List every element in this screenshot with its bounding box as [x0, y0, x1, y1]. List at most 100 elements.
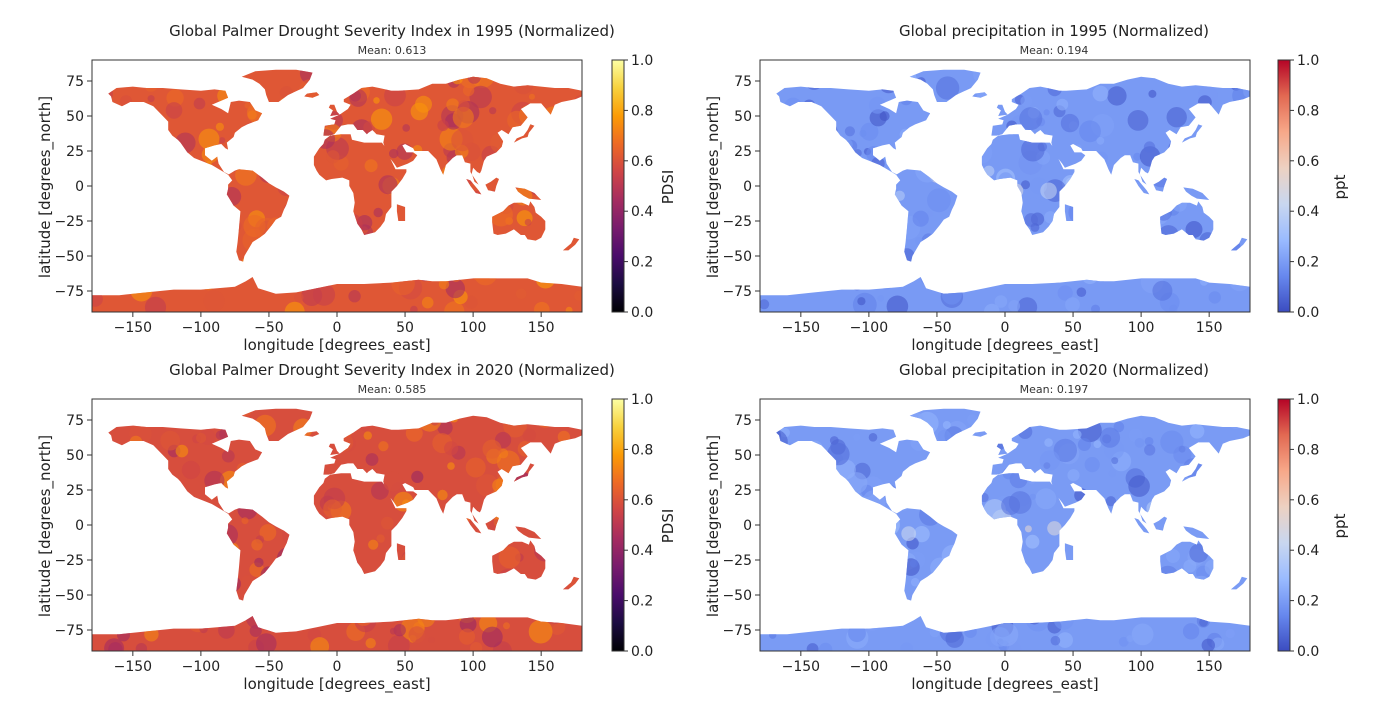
- heatmap-cell: [203, 290, 225, 312]
- chart-subtitle: Mean: 0.585: [357, 383, 427, 396]
- colorbar-tick-label: 0.6: [631, 154, 653, 170]
- heatmap-cell: [144, 296, 167, 312]
- heatmap-cell: [373, 207, 383, 218]
- heatmap-cell: [469, 85, 492, 109]
- x-tick-label: 50: [396, 659, 414, 675]
- x-tick-label: 0: [333, 320, 342, 336]
- chart-title: Global precipitation in 1995 (Normalized…: [898, 22, 1210, 40]
- colorbar-tick-label: 1.0: [1297, 53, 1319, 69]
- chart-pdsi-1995: Global Palmer Drought Severity Index in …: [0, 0, 700, 354]
- heatmap-cell: [165, 102, 183, 119]
- colorbar-tick-label: 0.4: [631, 204, 653, 220]
- chart-plot: −150 −100 −50 0 50 100 150 75 50 25 0 −25 −50 −75 1.0 0…: [722, 53, 1319, 336]
- heatmap-cell: [196, 432, 207, 444]
- heatmap-cell: [365, 453, 379, 466]
- heatmap-cell: [1072, 430, 1082, 439]
- heatmap-cell: [912, 210, 929, 227]
- chart-pdsi-2020: Global Palmer Drought Severity Index in …: [0, 339, 700, 693]
- colorbar-tick-label: 0.8: [631, 442, 653, 458]
- heatmap-cell: [370, 108, 393, 130]
- x-tick-label: 100: [1128, 320, 1155, 336]
- heatmap-cell: [1047, 521, 1062, 536]
- heatmap-cell: [160, 430, 181, 451]
- heatmap-cell: [869, 109, 887, 127]
- heatmap-cell: [848, 624, 866, 643]
- y-axis-label: latitude [degrees_north]: [36, 95, 54, 279]
- heatmap-cell: [1208, 291, 1221, 304]
- heatmap-cell: [1001, 496, 1021, 515]
- heatmap-cell: [1133, 152, 1142, 161]
- heatmap-cell: [877, 295, 884, 302]
- x-tick-label: 50: [1064, 659, 1082, 675]
- heatmap-cell: [868, 96, 886, 114]
- chart-ppt-1995: Global precipitation in 1995 (Normalized…: [668, 0, 1368, 354]
- heatmap-cell: [348, 290, 361, 303]
- y-tick-label: −75: [54, 284, 84, 300]
- heatmap-cell: [945, 629, 964, 648]
- x-tick-label: −100: [850, 659, 888, 675]
- heatmap-cell: [402, 124, 411, 132]
- heatmap-cell: [1067, 469, 1080, 482]
- heatmap-cell: [844, 126, 855, 137]
- chart-title: Global Palmer Drought Severity Index in …: [169, 22, 615, 40]
- heatmap-cell: [1019, 107, 1043, 131]
- heatmap-cell: [1008, 300, 1021, 312]
- colorbar-tick-label: 0.4: [1297, 543, 1319, 559]
- colorbar-tick-label: 0.6: [631, 493, 653, 509]
- y-tick-label: −25: [54, 553, 84, 569]
- heatmap-cell: [1021, 180, 1030, 190]
- heatmap-cell: [503, 622, 510, 630]
- x-axis-label: longitude [degrees_east]: [911, 336, 1099, 354]
- heatmap-cell: [1020, 95, 1033, 107]
- heatmap-cell: [1076, 287, 1087, 298]
- chart-subtitle: Mean: 0.613: [357, 44, 427, 57]
- heatmap-cell: [373, 97, 380, 104]
- x-tick-label: −150: [782, 320, 820, 336]
- heatmap-cell: [365, 638, 376, 649]
- y-axis-label: latitude [degrees_north]: [704, 95, 722, 279]
- heatmap-cell: [193, 97, 206, 110]
- x-tick-label: −150: [114, 320, 152, 336]
- y-tick-label: 75: [734, 74, 752, 90]
- colorbar-tick-label: 0.8: [1297, 442, 1319, 458]
- heatmap-cell: [1029, 493, 1036, 500]
- heatmap-cell: [1166, 107, 1187, 128]
- heatmap-cell: [1096, 136, 1105, 145]
- y-tick-label: −50: [54, 588, 84, 604]
- heatmap-cell: [489, 107, 497, 115]
- heatmap-cell: [1091, 304, 1100, 312]
- heatmap-cell: [376, 534, 385, 543]
- colorbar: [611, 59, 625, 313]
- heatmap-cell: [437, 119, 449, 132]
- heatmap-cell: [515, 288, 527, 300]
- chart-subtitle: Mean: 0.197: [1019, 383, 1089, 396]
- colorbar: [1277, 59, 1291, 313]
- heatmap-cell: [1128, 475, 1150, 497]
- heatmap-cell: [383, 471, 403, 492]
- heatmap-cell: [251, 539, 263, 551]
- heatmap-cell: [524, 218, 532, 226]
- heatmap-cell: [1024, 213, 1038, 227]
- y-tick-label: 25: [66, 483, 84, 499]
- heatmap-cell: [428, 636, 435, 644]
- x-tick-label: 150: [528, 320, 555, 336]
- heatmap-cell: [927, 188, 951, 213]
- x-tick-label: −50: [254, 659, 284, 675]
- y-tick-label: 50: [66, 448, 84, 464]
- y-tick-label: 75: [66, 413, 84, 429]
- heatmap-cell: [462, 84, 475, 97]
- x-tick-label: −100: [850, 320, 888, 336]
- heatmap-cell: [104, 638, 125, 651]
- y-tick-label: 50: [734, 448, 752, 464]
- heatmap-cell: [135, 643, 148, 651]
- colorbar-tick-label: 0.8: [1297, 103, 1319, 119]
- x-tick-label: 150: [1196, 659, 1223, 675]
- colorbar-tick-label: 0.6: [1297, 493, 1319, 509]
- heatmap-cell: [852, 292, 877, 312]
- heatmap-cell: [1056, 98, 1069, 111]
- chart-ppt-2020: Global precipitation in 2020 (Normalized…: [668, 339, 1368, 693]
- heatmap-cell: [1025, 534, 1040, 549]
- colorbar-tick-label: 0.2: [631, 594, 653, 610]
- chart-title: Global Palmer Drought Severity Index in …: [169, 361, 615, 379]
- colorbar-tick-label: 0.8: [631, 103, 653, 119]
